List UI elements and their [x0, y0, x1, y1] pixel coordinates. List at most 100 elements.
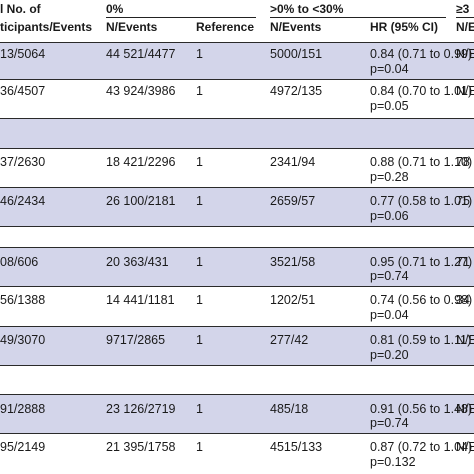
nevents-header-2: N/Events — [270, 20, 322, 34]
row-rule — [0, 286, 474, 287]
table-row: 37/2630 18 421/2296 1 2341/94 0.88 (0.71… — [0, 149, 474, 187]
nevents2-cell: 1202/51 — [270, 293, 316, 307]
reference-cell: 1 — [196, 255, 203, 269]
nevents-cell: 43 924/3986 — [106, 84, 176, 98]
p-value-cell: p=0.04 — [370, 308, 409, 322]
p-value-cell: p=0.20 — [370, 348, 409, 362]
nevents-cell: 9717/2865 — [106, 333, 166, 347]
table-row: 13/5064 44 521/4477 1 5000/151 0.84 (0.7… — [0, 43, 474, 79]
table-row: 46/2434 26 100/2181 1 2659/57 0.77 (0.58… — [0, 188, 474, 226]
hr-cell: 0.84 (0.71 to 0.99) — [370, 47, 473, 61]
nevents3-cell: N/E — [456, 440, 474, 454]
reference-cell: 1 — [196, 47, 203, 61]
hr-cell: 0.91 (0.56 to 1.48) — [370, 402, 473, 416]
hr-cell: 0.88 (0.71 to 1.10) — [370, 155, 473, 169]
reference-cell: 1 — [196, 440, 203, 454]
nevents-cell: 18 421/2296 — [106, 155, 176, 169]
hr-cell: 0.77 (0.58 to 1.01) — [370, 194, 473, 208]
participants-cell: 56/1388 — [0, 293, 46, 307]
reference-cell: 1 — [196, 84, 203, 98]
participants-cell: 46/2434 — [0, 194, 46, 208]
reference-cell: 1 — [196, 293, 203, 307]
nevents3-cell: 34 — [456, 293, 470, 307]
nevents3-cell: N/E — [456, 47, 474, 61]
nevents2-cell: 4972/135 — [270, 84, 323, 98]
row-rule — [0, 247, 474, 248]
group-underline-0pct — [106, 17, 256, 18]
hr-cell: 0.81 (0.59 to 1.11) — [370, 333, 472, 347]
nevents-cell: 44 521/4477 — [106, 47, 176, 61]
group-underline-30pct — [456, 17, 474, 18]
group-underline-0-30pct — [270, 17, 446, 18]
participants-cell: 95/2149 — [0, 440, 46, 454]
row-rule — [0, 394, 474, 395]
nevents-cell: 14 441/1181 — [106, 293, 175, 307]
table-row: 56/1388 14 441/1181 1 1202/51 0.74 (0.56… — [0, 287, 474, 326]
nevents3-cell: 71 — [456, 255, 470, 269]
nevents-cell: 26 100/2181 — [106, 194, 176, 208]
hr-header: HR (95% CI) — [370, 20, 439, 34]
row-rule — [0, 79, 474, 80]
row-rule — [0, 148, 474, 149]
nevents3-cell: 75 — [456, 194, 470, 208]
table-row: 36/4507 43 924/3986 1 4972/135 0.84 (0.7… — [0, 80, 474, 118]
reference-cell: 1 — [196, 194, 203, 208]
group-header-0-30pct: >0% to <30% — [270, 2, 344, 16]
group-header-30pct: ≥3 — [456, 2, 470, 16]
section-spacer-row — [0, 119, 474, 148]
nevents2-cell: 277/42 — [270, 333, 309, 347]
participants-header-line1: l No. of — [0, 2, 41, 16]
nevents3-cell: N/E — [456, 84, 474, 98]
hr-cell: 0.74 (0.56 to 0.98) — [370, 293, 473, 307]
row-rule — [0, 187, 474, 188]
hr-cell: 0.87 (0.72 to 1.04) — [370, 440, 473, 454]
participants-cell: 37/2630 — [0, 155, 46, 169]
participants-cell: 49/3070 — [0, 333, 46, 347]
p-value-cell: p=0.74 — [370, 269, 409, 283]
row-rule — [0, 365, 474, 366]
nevents-header-1: N/Events — [106, 20, 158, 34]
participants-cell: 08/606 — [0, 255, 39, 269]
section-spacer-row — [0, 227, 474, 247]
nevents2-cell: 3521/58 — [270, 255, 316, 269]
nevents3-cell: 78 — [456, 155, 470, 169]
p-value-cell: p=0.05 — [370, 99, 409, 113]
nevents3-cell: N/E — [456, 333, 474, 347]
table-row: 49/3070 9717/2865 1 277/42 0.81 (0.59 to… — [0, 327, 474, 365]
nevents-header-3: N/E — [456, 20, 474, 34]
p-value-cell: p=0.28 — [370, 170, 409, 184]
participants-cell: 91/2888 — [0, 402, 46, 416]
row-rule — [0, 118, 474, 119]
header-rule — [0, 42, 474, 43]
group-header-0pct: 0% — [106, 2, 124, 16]
row-rule — [0, 226, 474, 227]
table-row: 08/606 20 363/431 1 3521/58 0.95 (0.71 t… — [0, 248, 474, 286]
reference-cell: 1 — [196, 333, 203, 347]
row-rule — [0, 433, 474, 434]
nevents2-cell: 2659/57 — [270, 194, 316, 208]
nevents-cell: 21 395/1758 — [106, 440, 176, 454]
nevents-cell: 23 126/2719 — [106, 402, 176, 416]
table-row: 95/2149 21 395/1758 1 4515/133 0.87 (0.7… — [0, 434, 474, 474]
nevents3-cell: N/E — [456, 402, 474, 416]
hr-cell: 0.84 (0.70 to 1.01) — [370, 84, 473, 98]
participants-cell: 36/4507 — [0, 84, 46, 98]
row-rule — [0, 326, 474, 327]
reference-header: Reference — [196, 20, 255, 34]
section-spacer-row — [0, 366, 474, 394]
table-header: l No. of ticipants/Events 0% >0% to <30%… — [0, 0, 474, 42]
reference-cell: 1 — [196, 402, 203, 416]
p-value-cell: p=0.74 — [370, 416, 409, 430]
table-row: 91/2888 23 126/2719 1 485/18 0.91 (0.56 … — [0, 395, 474, 433]
p-value-cell: p=0.06 — [370, 209, 409, 223]
participants-cell: 13/5064 — [0, 47, 46, 61]
p-value-cell: p=0.04 — [370, 62, 409, 76]
nevents2-cell: 485/18 — [270, 402, 309, 416]
nevents2-cell: 2341/94 — [270, 155, 316, 169]
nevents-cell: 20 363/431 — [106, 255, 169, 269]
nevents2-cell: 4515/133 — [270, 440, 323, 454]
participants-header-line2: ticipants/Events — [0, 20, 93, 34]
p-value-cell: p=0.132 — [370, 455, 416, 469]
nevents2-cell: 5000/151 — [270, 47, 323, 61]
